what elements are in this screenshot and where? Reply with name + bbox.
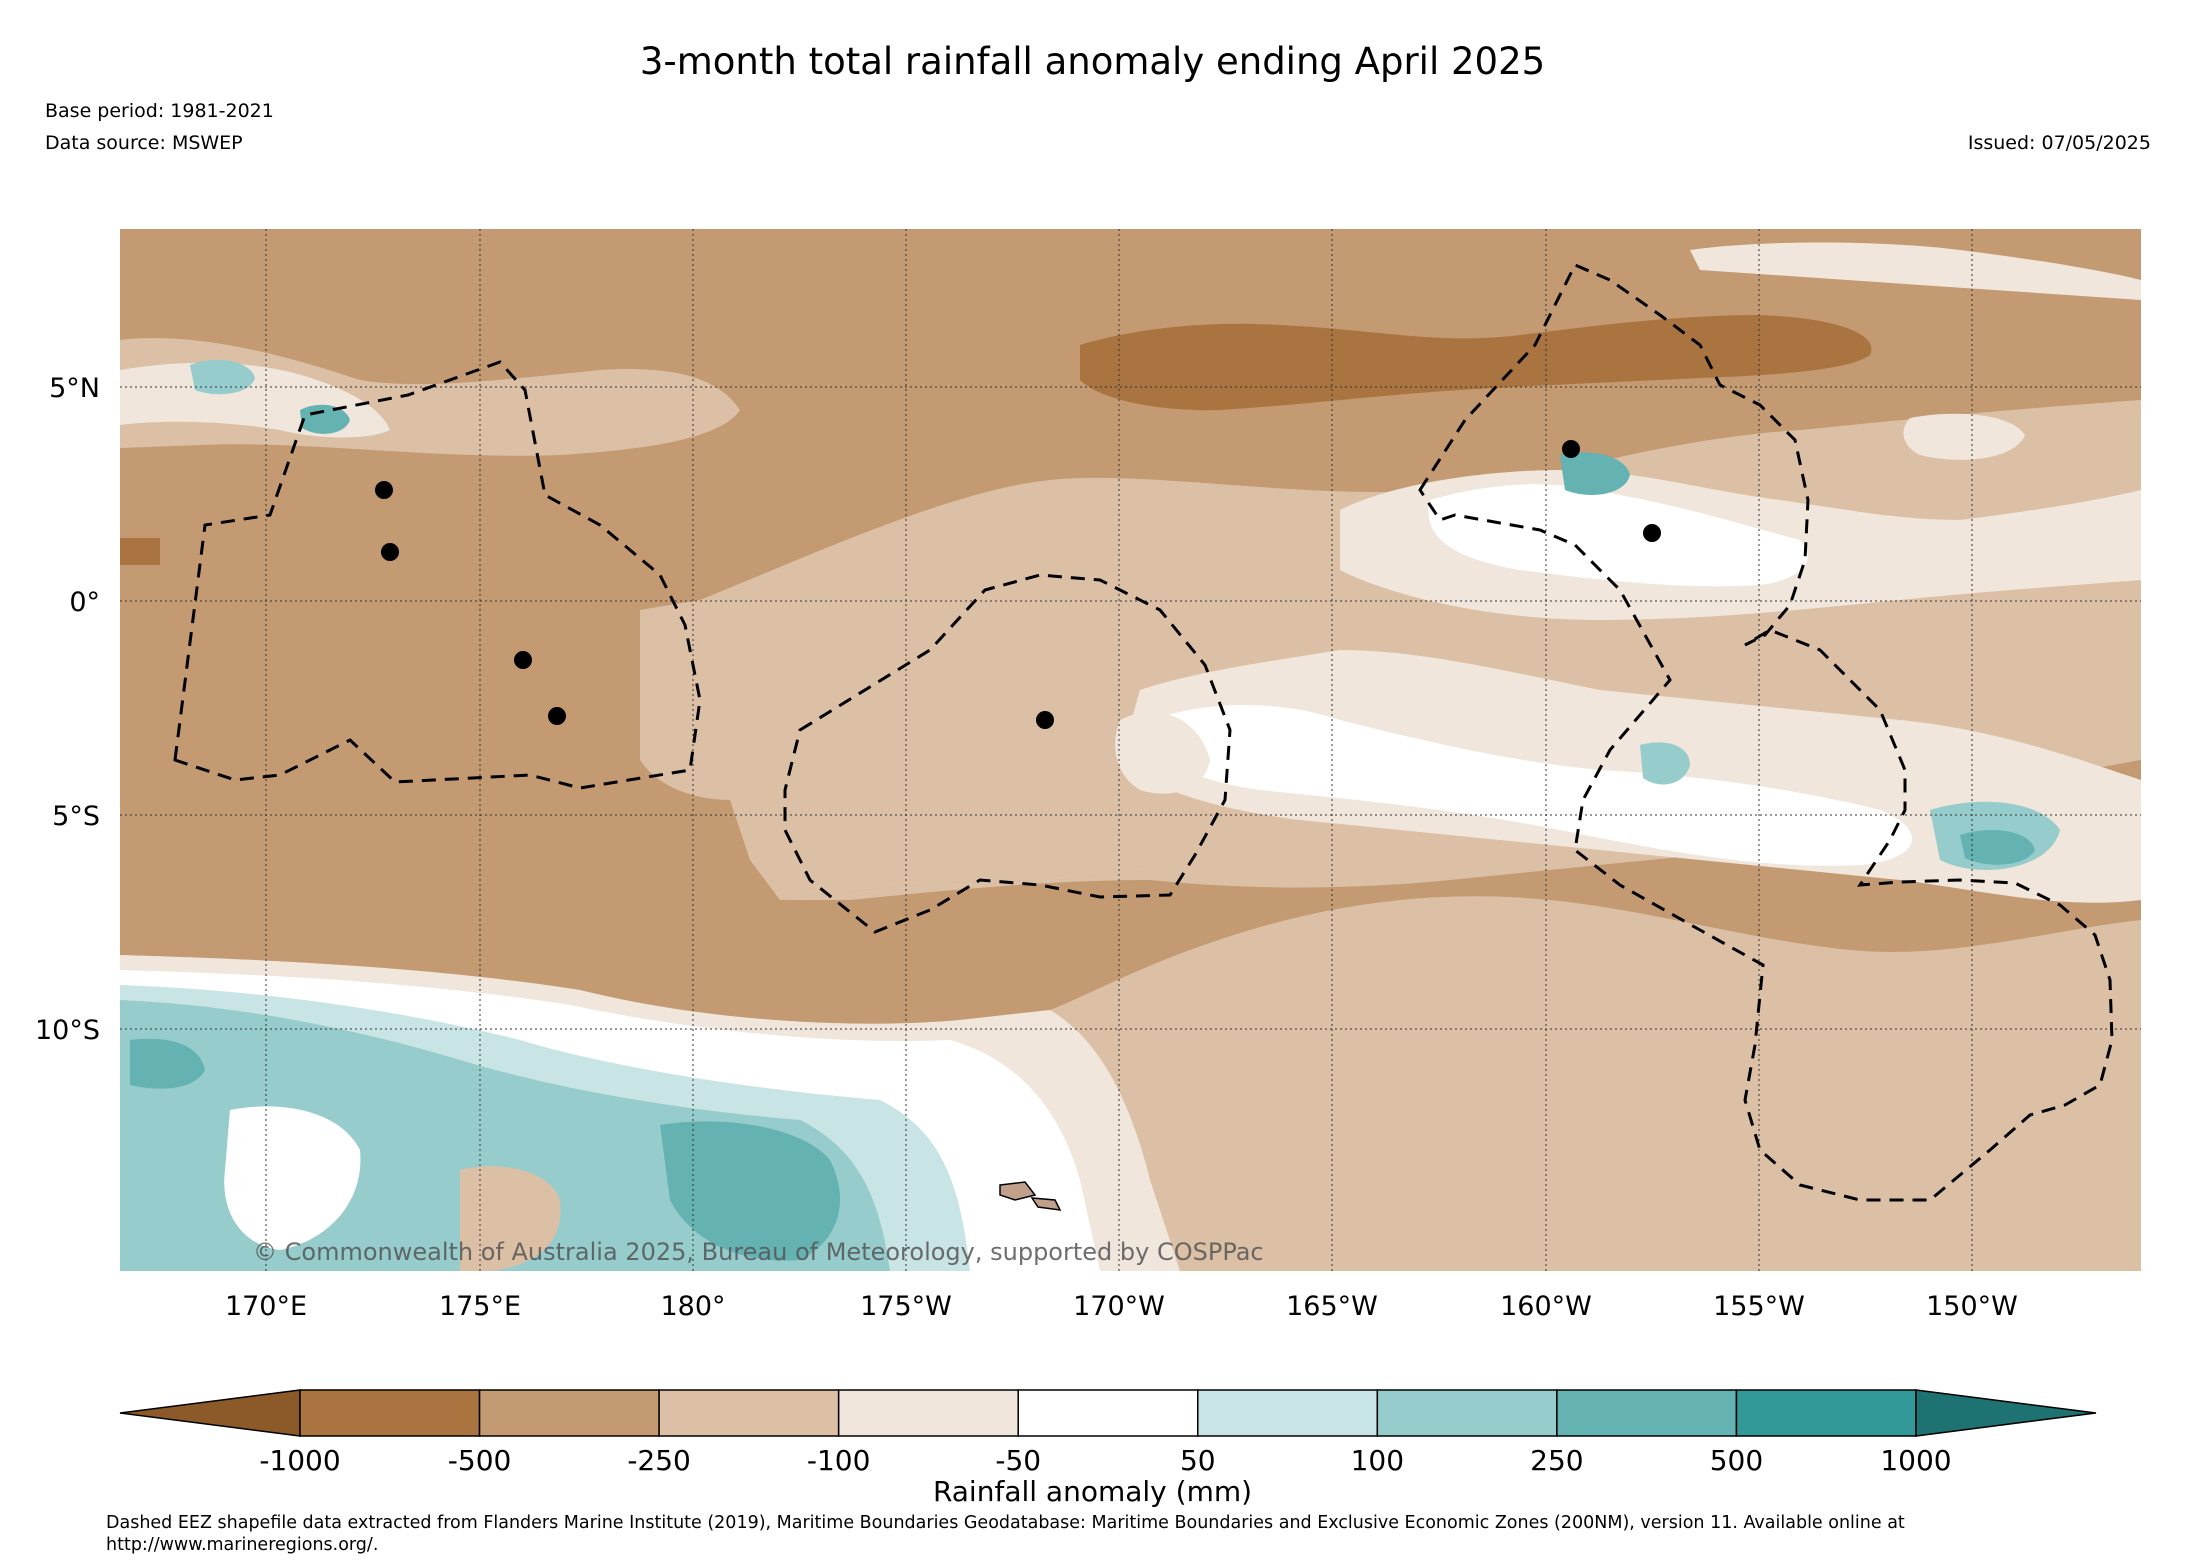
colorbar-segment xyxy=(478,1389,660,1437)
lat-label-5n: 5°N xyxy=(49,373,100,404)
field-neutral-ne xyxy=(1903,413,2025,460)
field-normal-southeast xyxy=(1150,705,1913,866)
colorbar-segment xyxy=(1556,1389,1738,1437)
field-normal-east xyxy=(1428,484,1808,587)
island-dot-teraina xyxy=(1562,440,1580,458)
lon-label-170w: 170°W xyxy=(1073,1291,1165,1322)
colorbar-segment xyxy=(1735,1389,1917,1437)
field-wet-north xyxy=(190,359,255,395)
lon-label-155w: 155°W xyxy=(1713,1291,1805,1322)
lon-label-175w: 175°W xyxy=(860,1291,952,1322)
copyright-text: © Commonwealth of Australia 2025, Bureau… xyxy=(253,1238,1264,1266)
field-dry-sw-patch xyxy=(460,1166,561,1271)
colorbar-segment xyxy=(1376,1389,1558,1437)
lon-label-165w: 165°W xyxy=(1286,1291,1378,1322)
issued-date: Issued: 07/05/2025 xyxy=(1967,132,2151,154)
field-very-dry-streak xyxy=(1080,315,1872,411)
samoa-upolu xyxy=(1030,1197,1062,1211)
colorbar-tick-label: 100 xyxy=(1351,1444,1404,1477)
eez-kiribati-gilbert xyxy=(173,360,702,790)
island-dot-gilbert-south xyxy=(514,651,532,669)
samoa-islands xyxy=(999,1181,1062,1211)
colorbar-segment xyxy=(1017,1389,1199,1437)
colorbar-segment xyxy=(837,1389,1019,1437)
lat-label-5s: 5°S xyxy=(52,801,100,832)
island-dot-tarawa xyxy=(381,543,399,561)
lat-label-10s: 10°S xyxy=(35,1015,100,1046)
data-source: Data source: MSWEP xyxy=(45,132,243,154)
lat-label-0: 0° xyxy=(69,587,100,618)
lon-label-150w: 150°W xyxy=(1926,1291,2018,1322)
lat-labels: 5°N 0° 5°S 10°S xyxy=(35,373,100,1046)
colorbar-tick-label: -250 xyxy=(627,1444,691,1477)
colorbar-title: Rainfall anomaly (mm) xyxy=(932,1475,1253,1508)
colorbar-tick-label: 50 xyxy=(1180,1444,1216,1477)
field-wet-east xyxy=(1560,452,1630,495)
colorbar-tick-label: -100 xyxy=(807,1444,871,1477)
footnote: Dashed EEZ shapefile data extracted from… xyxy=(106,1513,1905,1555)
island-markers xyxy=(375,440,1661,729)
rainfall-field xyxy=(120,229,2141,1271)
base-period: Base period: 1981-2021 xyxy=(45,100,274,122)
eez-kiribati-line xyxy=(1418,263,2114,1202)
colorbar-tick-labels: -1000 -500 -250 -100 -50 50 100 250 500 1000 xyxy=(259,1444,1951,1477)
island-dot-kiritimati xyxy=(1643,524,1661,542)
field-neutral-central xyxy=(1115,712,1210,794)
field-wet-se-3 xyxy=(1960,830,2035,865)
colorbar-tick-label: -500 xyxy=(448,1444,512,1477)
samoa-savaii xyxy=(999,1181,1037,1201)
colorbar-tick-label: 250 xyxy=(1530,1444,1583,1477)
colorbar-segment xyxy=(658,1389,840,1437)
field-light-ne-strip xyxy=(1690,242,2141,300)
lon-label-160w: 160°W xyxy=(1500,1291,1592,1322)
island-dot-tarawa-north xyxy=(375,481,393,499)
colorbar-tick-label: 1000 xyxy=(1880,1444,1951,1477)
colorbar-tick-label: -50 xyxy=(995,1444,1041,1477)
island-dot-kanton xyxy=(1036,711,1054,729)
field-normal-sw-patch xyxy=(224,1106,361,1250)
lon-label-180: 180° xyxy=(660,1291,725,1322)
colorbar-tick-label: 500 xyxy=(1710,1444,1763,1477)
eez-boundaries xyxy=(173,263,2114,1202)
chart-title: 3-month total rainfall anomaly ending Ap… xyxy=(639,40,1546,83)
graticule xyxy=(120,229,2141,1271)
colorbar-segment xyxy=(1197,1389,1379,1437)
field-wet-sw-strong-2 xyxy=(130,1038,205,1089)
colorbar-extend-high xyxy=(1915,1389,2097,1437)
colorbar-segment xyxy=(299,1389,481,1437)
island-dot-gilbert-far-south xyxy=(548,707,566,725)
field-wet-se-1 xyxy=(1640,742,1690,785)
eez-kiribati-phoenix xyxy=(783,573,1232,934)
lon-label-175e: 175°E xyxy=(439,1291,521,1322)
field-very-dry-west xyxy=(120,538,160,565)
colorbar-extend-low xyxy=(119,1389,301,1437)
colorbar-tick-label: -1000 xyxy=(259,1444,340,1477)
colorbar xyxy=(119,1389,2097,1437)
lon-labels: 170°E 175°E 180° 175°W 170°W 165°W 160°W… xyxy=(225,1291,2018,1322)
lon-label-170e: 170°E xyxy=(225,1291,307,1322)
field-wet-sw-strong xyxy=(660,1121,840,1261)
